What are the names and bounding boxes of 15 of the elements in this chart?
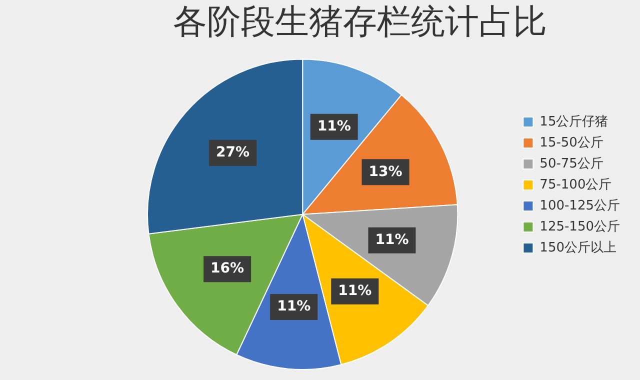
legend-label: 15公斤仔猪 bbox=[540, 114, 608, 130]
data-label: 16% bbox=[210, 260, 244, 277]
legend-label: 50-75公斤 bbox=[540, 156, 604, 172]
data-label: 11% bbox=[375, 232, 409, 248]
data-label: 11% bbox=[338, 283, 372, 300]
data-label: 27% bbox=[216, 144, 250, 160]
legend-label: 100-125公斤 bbox=[540, 198, 620, 214]
legend-label: 75-100公斤 bbox=[540, 177, 612, 192]
legend-label: 125-150公斤 bbox=[540, 219, 620, 234]
chart-title: 各阶段生猪存栏统计占比 bbox=[173, 2, 547, 42]
data-label: 13% bbox=[368, 164, 402, 180]
legend-label: 150公斤以上 bbox=[540, 240, 617, 256]
data-label: 11% bbox=[317, 118, 351, 134]
legend-label: 15-50公斤 bbox=[540, 135, 604, 150]
data-label: 11% bbox=[277, 298, 311, 315]
